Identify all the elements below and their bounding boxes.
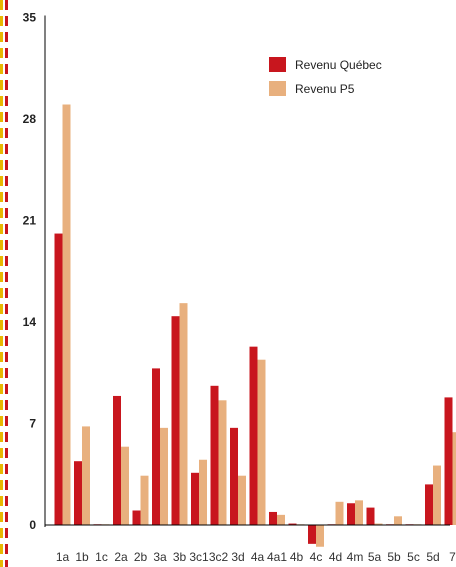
bar-revenu-quebec-5a [366, 507, 375, 525]
x-tick-label: 1c [95, 550, 108, 564]
bar-revenu-p5-3a [160, 427, 168, 525]
bars [54, 104, 456, 547]
x-axis: 1a 1b 1c 2a 2b 3a 3b 3c1 3c2 3d 4a 4a1 4b 4c 4d 4m 5a 5b 5… [45, 524, 456, 564]
x-tick-label: 2a [114, 550, 128, 564]
y-tick-label: 14 [23, 315, 37, 329]
bar-revenu-quebec-3c2 [210, 385, 219, 525]
bar-revenu-p5-4d [335, 501, 344, 525]
x-tick-label: 4b [290, 550, 304, 564]
x-tick-label: 3a [153, 550, 167, 564]
bar-revenu-p5-3b [179, 303, 188, 525]
bar-revenu-quebec-4c [308, 525, 316, 544]
bar-revenu-quebec-3b [171, 316, 180, 525]
bar-revenu-p5-4a [257, 359, 266, 525]
x-tick-label: 4m [347, 550, 364, 564]
bar-revenu-quebec-4b [288, 523, 297, 525]
x-tick-label: 5b [387, 550, 401, 564]
y-axis: 0 7 14 21 28 35 [23, 11, 46, 532]
x-tick-label: 4a1 [267, 550, 287, 564]
bar-revenu-quebec-5d [425, 484, 433, 525]
x-tick-label: 3b [173, 550, 187, 564]
bar-revenu-p5-1a [62, 104, 71, 525]
y-tick-label: 28 [23, 112, 37, 126]
bar-revenu-p5-5b [394, 516, 402, 525]
x-tick-label: 1a [56, 550, 70, 564]
bar-revenu-quebec-4m [347, 503, 355, 525]
legend-label: Revenu P5 [295, 82, 355, 96]
x-tick-label: 3c1 [189, 550, 209, 564]
bar-revenu-p5-5d [433, 465, 441, 525]
left-border-decoration [0, 0, 8, 567]
x-tick-label: 5c [407, 550, 420, 564]
y-tick-label: 35 [23, 11, 37, 25]
x-tick-label: 1b [75, 550, 89, 564]
x-tick-label: 7 [449, 550, 456, 564]
bar-revenu-p5-2b [140, 475, 149, 525]
y-tick-label: 21 [23, 214, 37, 228]
bar-revenu-quebec-2b [132, 510, 141, 525]
bar-revenu-quebec-3d [230, 427, 238, 525]
y-tick-label: 7 [29, 417, 36, 431]
y-tick-label: 0 [29, 518, 36, 532]
bar-revenu-quebec-3c1 [191, 472, 199, 525]
x-tick-label: 3c2 [209, 550, 229, 564]
x-tick-label: 5a [368, 550, 382, 564]
bar-revenu-p5-4m [355, 500, 363, 525]
bar-revenu-quebec-4a [249, 346, 258, 525]
bar-revenu-quebec-4a1 [269, 511, 277, 525]
legend-label: Revenu Québec [295, 58, 382, 72]
bar-revenu-p5-3c1 [199, 459, 207, 525]
bar-revenu-p5-3d [238, 475, 246, 525]
bar-revenu-p5-5a [374, 523, 383, 525]
x-tick-label: 5d [426, 550, 439, 564]
legend-swatch [269, 81, 286, 96]
bar-revenu-quebec-2a [113, 395, 121, 525]
bar-revenu-p5-2a [121, 446, 129, 525]
bar-revenu-quebec-7 [444, 397, 453, 525]
bar-revenu-p5-4a1 [277, 514, 285, 525]
bar-revenu-p5-7 [452, 432, 456, 525]
x-tick-label: 4c [310, 550, 323, 564]
bar-revenu-p5-3c2 [218, 400, 227, 525]
bar-revenu-quebec-3a [152, 368, 160, 525]
bar-revenu-quebec-1a [54, 233, 63, 526]
x-tick-label: 2b [134, 550, 148, 564]
x-tick-label: 4d [329, 550, 342, 564]
bar-revenu-p5-1b [82, 426, 90, 525]
legend: Revenu Québec Revenu P5 [269, 57, 382, 96]
bar-revenu-quebec-1b [74, 461, 82, 525]
bar-revenu-p5-4c [316, 525, 324, 547]
x-tick-label: 3d [231, 550, 244, 564]
x-tick-label: 4a [251, 550, 265, 564]
legend-swatch [269, 57, 286, 72]
